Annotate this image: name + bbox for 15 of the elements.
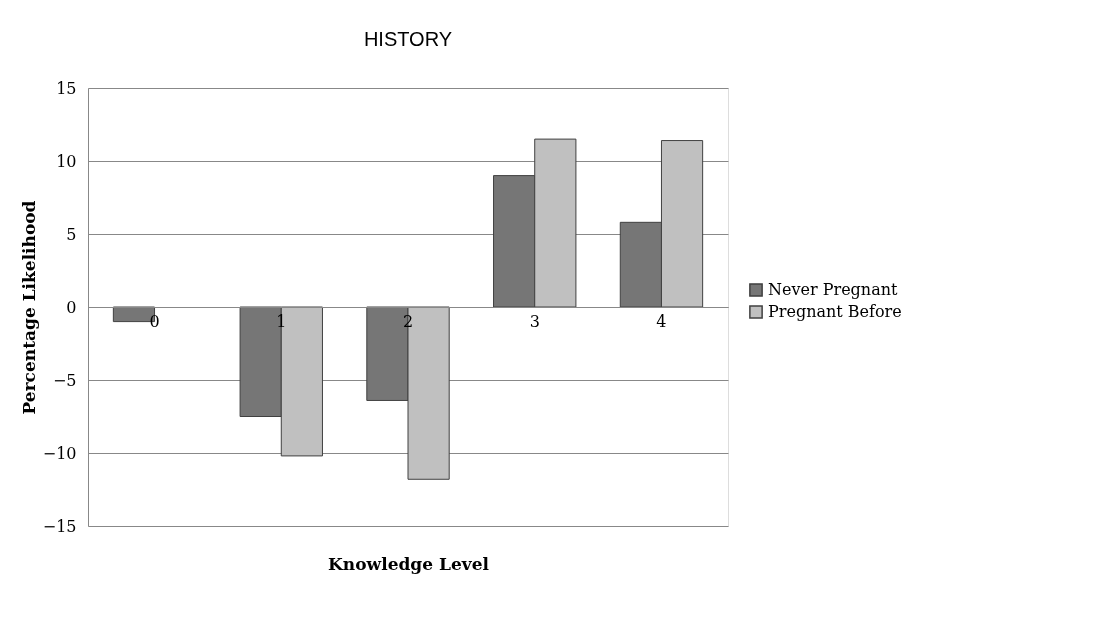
y-axis-title: Percentage Likelihood — [18, 200, 39, 415]
legend-label: Never Pregnant — [768, 280, 898, 299]
y-tick-label: −15 — [42, 516, 77, 536]
y-tick-label: −10 — [42, 443, 77, 463]
x-tick-label: 3 — [529, 311, 540, 331]
y-tick-label: 0 — [66, 297, 77, 317]
chart-title: HISTORY — [363, 28, 453, 50]
x-tick-label: 4 — [656, 311, 667, 331]
y-tick-label: −5 — [52, 370, 77, 390]
legend-label: Pregnant Before — [768, 302, 902, 321]
x-axis-title: Knowledge Level — [328, 553, 490, 574]
y-tick-label: 15 — [56, 78, 77, 98]
y-tick-label: 5 — [66, 224, 77, 244]
x-tick-label: 0 — [149, 311, 160, 331]
y-tick-label: 10 — [56, 151, 77, 171]
